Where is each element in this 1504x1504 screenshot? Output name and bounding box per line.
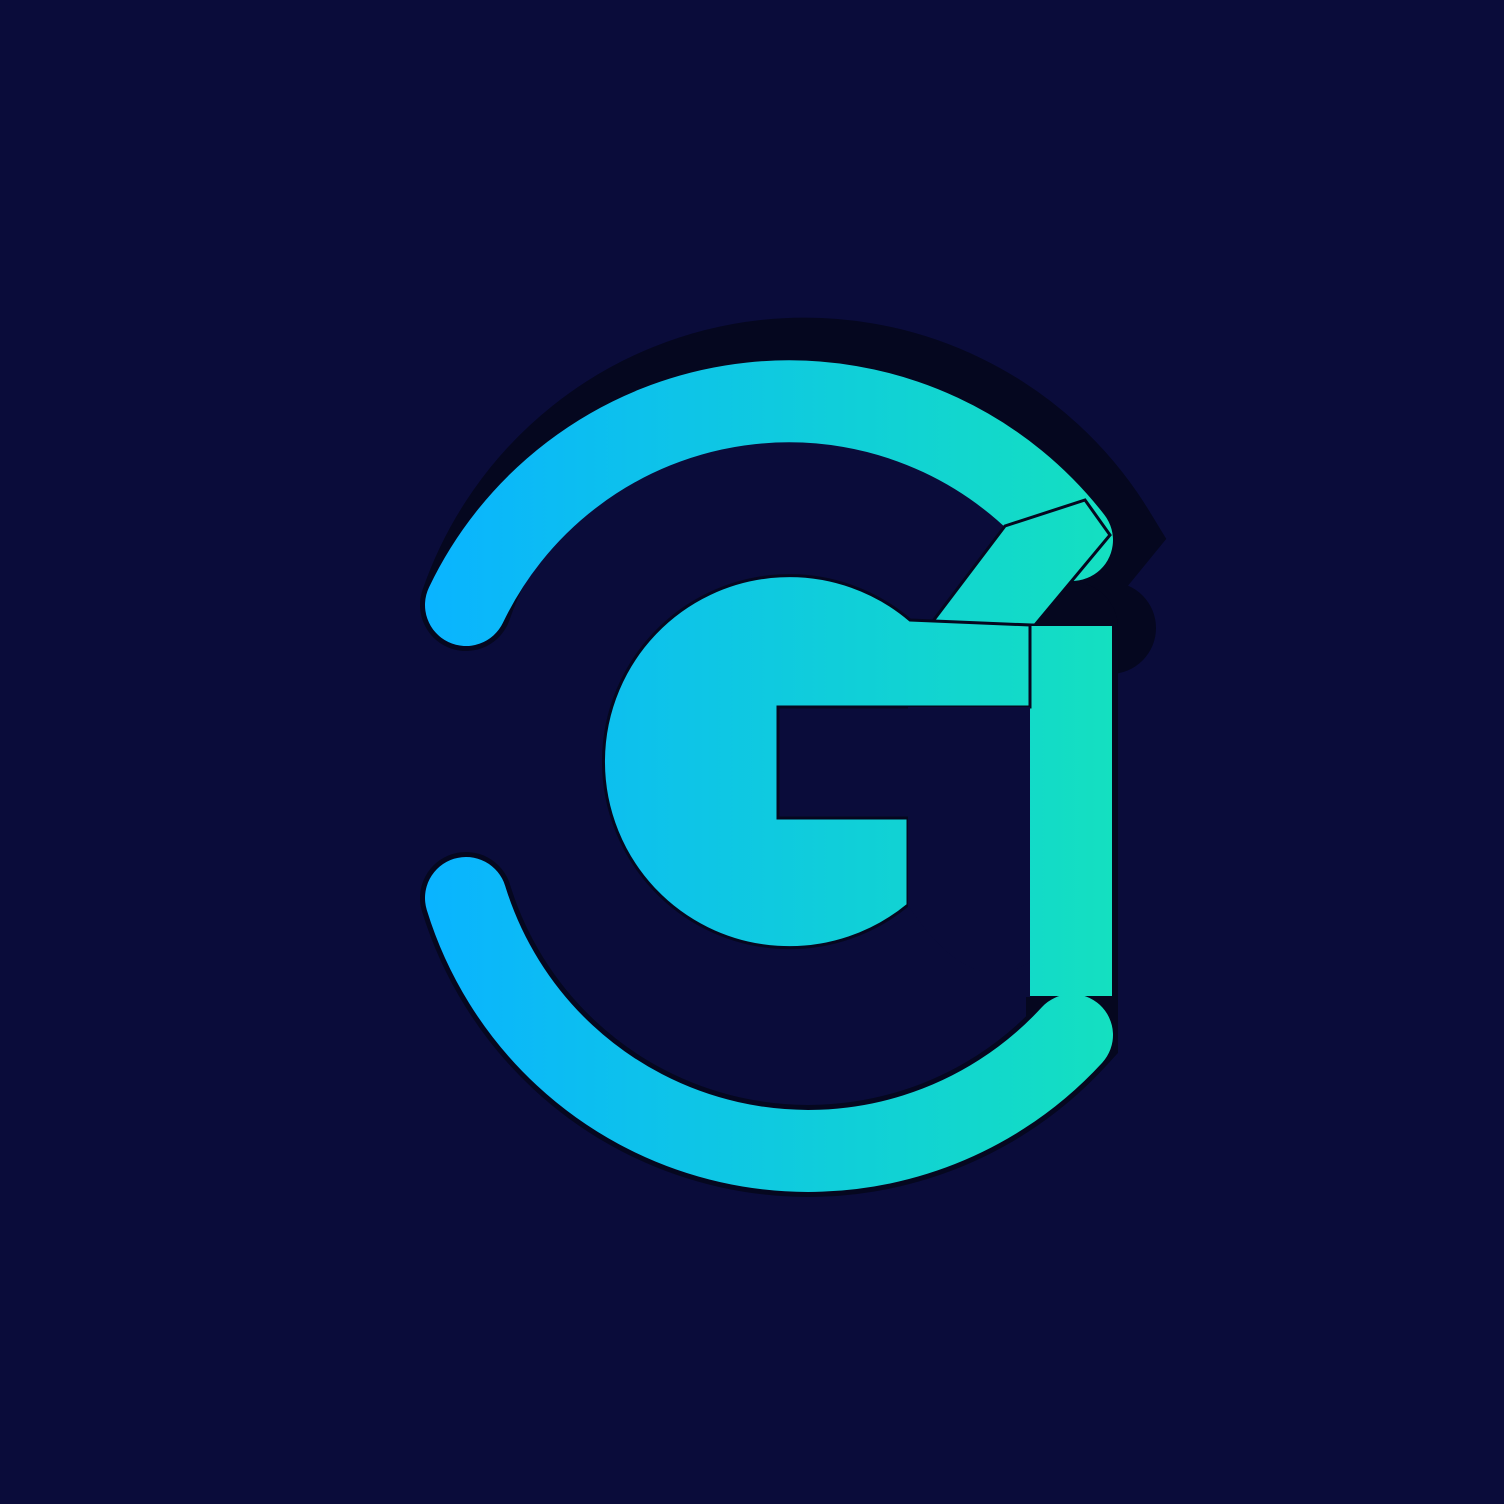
g-gap-lower (908, 818, 1030, 973)
inner-g (602, 574, 1032, 950)
outer-arc-bottom-fill (425, 857, 1113, 1192)
notch-connector (926, 498, 1112, 627)
outer-arc-top-fill (425, 360, 1113, 646)
right-bar (1030, 626, 1112, 996)
